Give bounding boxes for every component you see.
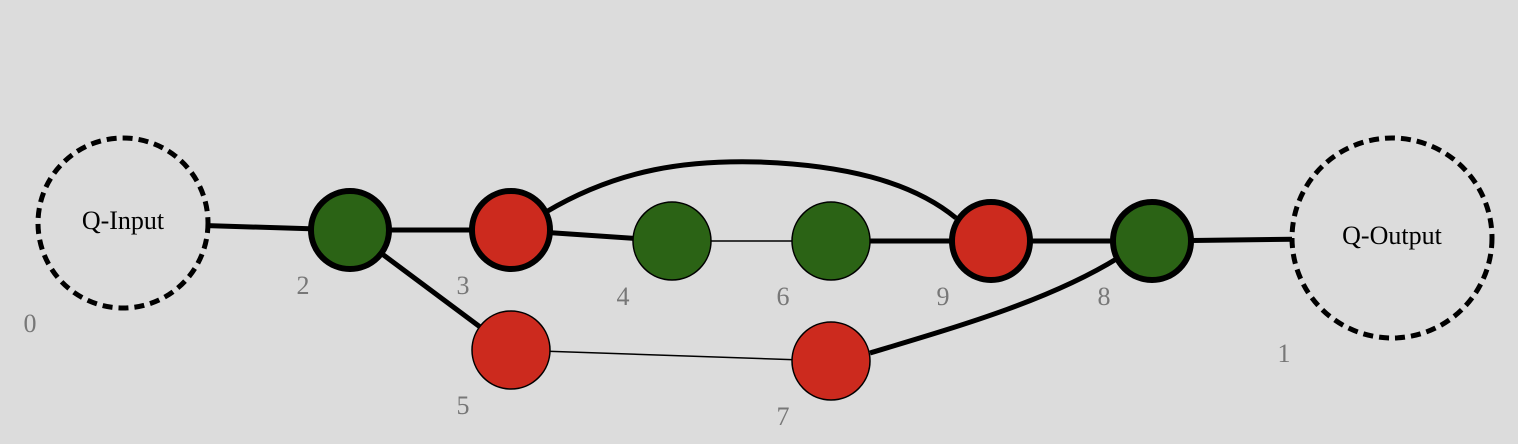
node-index-label-3: 3	[457, 271, 470, 300]
node-index-label-9: 9	[937, 282, 950, 311]
nodes-layer: Q-Input Q-Output	[35, 135, 1495, 401]
z-spider-6[interactable]	[791, 201, 871, 281]
z-spider-4[interactable]	[632, 201, 712, 281]
node-index-label-0: 0	[24, 309, 37, 338]
boundary-node-0[interactable]: Q-Input	[35, 135, 211, 311]
node-index-label-8: 8	[1098, 282, 1111, 311]
labels-layer: 0 1 2 3 4 6 9 8 5 7	[24, 271, 1291, 431]
node-index-label-6: 6	[777, 282, 790, 311]
boundary-text: Q-Input	[82, 206, 165, 235]
z-spider-2[interactable]	[308, 188, 392, 272]
boundary-circle	[35, 135, 211, 311]
boundary-node-1[interactable]: Q-Output	[1289, 135, 1495, 341]
node-index-label-5: 5	[457, 391, 470, 420]
z-spider-8[interactable]	[1110, 199, 1194, 283]
boundary-circle	[1289, 135, 1495, 341]
node-index-label-2: 2	[297, 271, 310, 300]
x-spider-7[interactable]	[791, 321, 871, 401]
edge-5-7	[510, 349, 832, 362]
x-spider-3[interactable]	[469, 188, 553, 272]
node-index-label-7: 7	[777, 402, 790, 431]
x-spider-9[interactable]	[949, 199, 1033, 283]
boundary-text: Q-Output	[1342, 221, 1442, 250]
node-index-label-1: 1	[1278, 339, 1291, 368]
edge-3-9	[544, 159, 958, 220]
x-spider-5[interactable]	[471, 310, 551, 390]
node-index-label-4: 4	[617, 282, 630, 311]
edge-7-8	[869, 255, 1120, 356]
